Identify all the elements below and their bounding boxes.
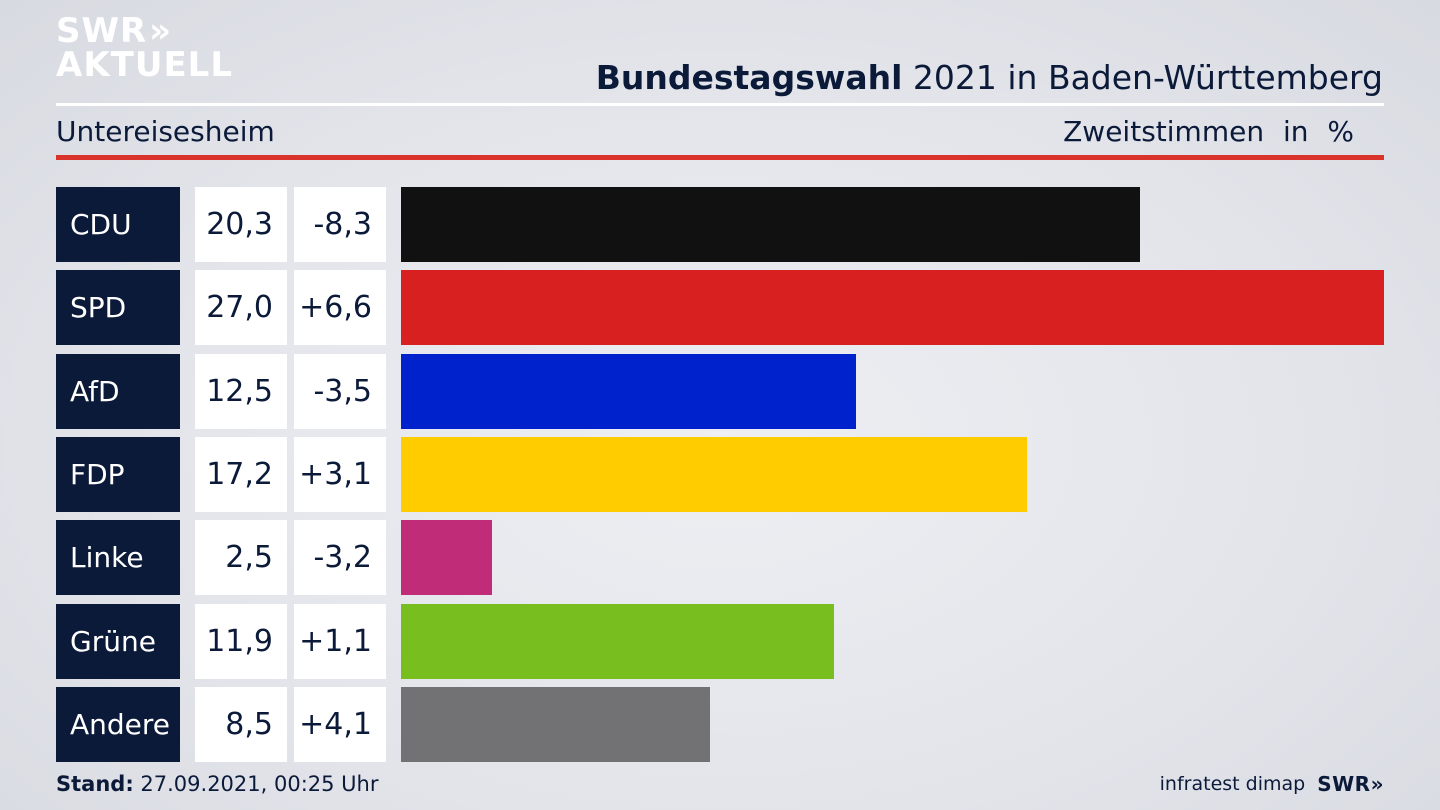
- vote-share-value: 8,5: [195, 687, 287, 762]
- logo-line1: SWR: [56, 11, 148, 51]
- party-label: CDU: [56, 187, 180, 262]
- bar-cdu: [401, 187, 1140, 262]
- change-value: +1,1: [294, 604, 386, 679]
- party-label: Linke: [56, 520, 180, 595]
- measure-name: Zweitstimmen: [1063, 115, 1265, 148]
- party-label: SPD: [56, 270, 180, 345]
- party-row: Andere 8,5 +4,1: [56, 687, 1384, 762]
- party-row: CDU 20,3 -8,3: [56, 187, 1384, 262]
- source-label: infratest dimap: [1159, 773, 1306, 795]
- header-divider: [56, 103, 1384, 106]
- logo-line2: AKTUELL: [56, 45, 234, 85]
- party-row: Grüne 11,9 +1,1: [56, 604, 1384, 679]
- vote-share-value: 2,5: [195, 520, 287, 595]
- swr-aktuell-logo: SWR» AKTUELL: [56, 14, 233, 82]
- chart-title: Bundestagswahl 2021 in Baden-Württemberg: [596, 58, 1383, 97]
- stand-value: 27.09.2021, 00:25 Uhr: [133, 772, 379, 796]
- party-row: SPD 27,0 +6,6: [56, 270, 1384, 345]
- timestamp: Stand: 27.09.2021, 00:25 Uhr: [56, 772, 379, 796]
- bar-fdp: [401, 437, 1027, 512]
- swr-brand-logo: SWR»: [1317, 772, 1384, 796]
- title-bold: Bundestagswahl: [595, 58, 903, 97]
- vote-share-value: 17,2: [195, 437, 287, 512]
- change-value: -3,5: [294, 354, 386, 429]
- party-label: FDP: [56, 437, 180, 512]
- title-rest: 2021 in Baden-Württemberg: [902, 58, 1383, 97]
- bar-afd: [401, 354, 856, 429]
- stand-label: Stand:: [56, 772, 134, 796]
- party-label: Andere: [56, 687, 180, 762]
- bar-andere: [401, 687, 710, 762]
- red-divider: [56, 155, 1384, 160]
- unit-label: in %: [1282, 115, 1354, 148]
- change-value: +6,6: [294, 270, 386, 345]
- source-credit: infratest dimap SWR»: [1160, 772, 1384, 796]
- party-label: Grüne: [56, 604, 180, 679]
- vote-share-value: 12,5: [195, 354, 287, 429]
- party-label: AfD: [56, 354, 180, 429]
- party-row: AfD 12,5 -3,5: [56, 354, 1384, 429]
- change-value: -8,3: [294, 187, 386, 262]
- party-row: FDP 17,2 +3,1: [56, 437, 1384, 512]
- change-value: +3,1: [294, 437, 386, 512]
- bar-spd: [401, 270, 1384, 345]
- bar-linke: [401, 520, 492, 595]
- measure-label: Zweitstimmen in %: [1063, 115, 1354, 148]
- change-value: +4,1: [294, 687, 386, 762]
- vote-share-value: 20,3: [195, 187, 287, 262]
- change-value: -3,2: [294, 520, 386, 595]
- bar-gr-ne: [401, 604, 834, 679]
- region-label: Untereisesheim: [56, 115, 275, 148]
- vote-share-value: 27,0: [195, 270, 287, 345]
- party-row: Linke 2,5 -3,2: [56, 520, 1384, 595]
- vote-share-value: 11,9: [195, 604, 287, 679]
- logo-chevron-icon: »: [149, 11, 173, 51]
